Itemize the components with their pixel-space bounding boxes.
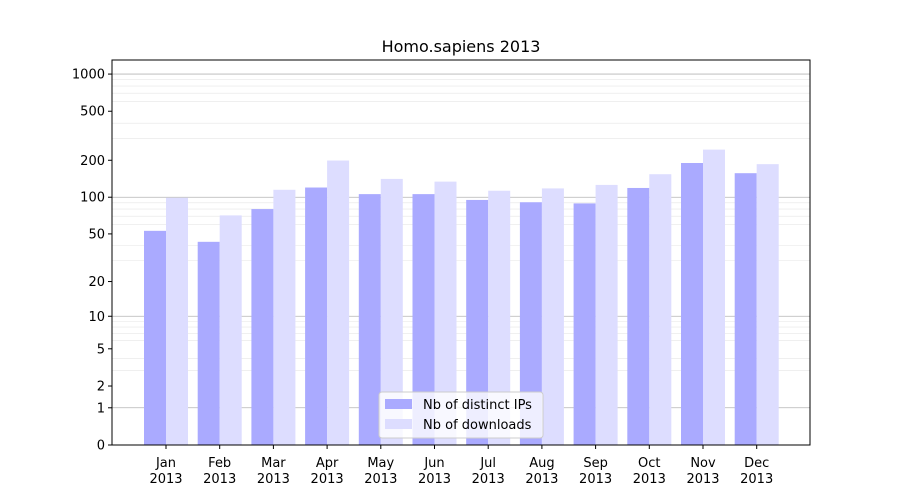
bar-distinct-ips xyxy=(144,230,166,445)
x-tick-label-month: Apr xyxy=(316,456,339,471)
y-tick-label: 2 xyxy=(97,380,105,395)
bar-distinct-ips xyxy=(627,187,650,446)
bar-distinct-ips xyxy=(681,163,703,446)
bar-downloads xyxy=(327,160,350,445)
x-tick-label-month: Nov xyxy=(690,456,716,471)
y-tick-label: 1000 xyxy=(72,68,105,83)
bar-distinct-ips xyxy=(734,173,757,445)
x-tick-label-year: 2013 xyxy=(633,472,666,487)
x-tick-label-year: 2013 xyxy=(472,472,505,487)
bar-distinct-ips xyxy=(573,203,596,445)
y-tick-label: 50 xyxy=(88,227,105,242)
y-tick-label: 500 xyxy=(80,105,105,120)
plot-frame xyxy=(111,59,811,446)
x-tick-label-year: 2013 xyxy=(740,472,773,487)
x-tick-label-year: 2013 xyxy=(579,472,612,487)
y-tick-label: 1 xyxy=(97,401,105,416)
x-tick-label-year: 2013 xyxy=(203,472,236,487)
legend-frame xyxy=(378,391,544,439)
x-tick-label-month: Mar xyxy=(261,456,286,471)
x-tick-label-year: 2013 xyxy=(686,472,719,487)
x-tick-label-year: 2013 xyxy=(525,472,558,487)
legend-swatch-distinct-ips xyxy=(385,399,412,409)
bar-downloads xyxy=(434,181,457,445)
x-tick-label-month: Sep xyxy=(583,456,608,471)
y-tick-label: 100 xyxy=(80,191,105,206)
y-tick-label: 5 xyxy=(97,342,105,357)
x-tick-label-month: Feb xyxy=(208,456,231,471)
x-tick-label-year: 2013 xyxy=(364,472,397,487)
x-tick-label-year: 2013 xyxy=(418,472,451,487)
x-tick-label-month: Jul xyxy=(479,456,496,471)
x-tick-label-year: 2013 xyxy=(149,472,182,487)
x-tick-label-month: Jun xyxy=(423,456,444,471)
legend-label-distinct-ips: Nb of distinct IPs xyxy=(423,398,532,413)
bar-downloads xyxy=(541,188,564,445)
bar-downloads xyxy=(595,184,618,445)
y-tick-label: 10 xyxy=(88,310,105,325)
bar-downloads xyxy=(166,197,188,445)
bar-downloads xyxy=(219,215,242,445)
bar-downloads xyxy=(273,189,296,445)
bar-downloads xyxy=(380,178,403,445)
x-tick-label-year: 2013 xyxy=(311,472,344,487)
legend-label-downloads: Nb of downloads xyxy=(423,418,532,433)
bars xyxy=(144,149,779,446)
y-tick-label: 20 xyxy=(88,275,105,290)
x-tick-label-month: May xyxy=(367,456,394,471)
bar-distinct-ips xyxy=(305,187,328,446)
x-tick-label-year: 2013 xyxy=(257,472,290,487)
x-tick-label-month: Jan xyxy=(155,456,176,471)
legend-swatch-downloads xyxy=(385,419,412,429)
bar-downloads xyxy=(756,164,779,445)
legend: Nb of distinct IPs Nb of downloads xyxy=(378,391,544,439)
bar-distinct-ips xyxy=(519,202,542,445)
bar-downloads xyxy=(703,149,725,445)
y-tick-label: 200 xyxy=(80,154,105,169)
x-axis: Jan2013Feb2013Mar2013Apr2013May2013Jun20… xyxy=(149,445,773,487)
bar-distinct-ips xyxy=(358,194,381,445)
x-tick-label-month: Aug xyxy=(529,456,554,471)
bar-downloads xyxy=(649,174,672,445)
bar-distinct-ips xyxy=(466,199,489,445)
chart-title: Homo.sapiens 2013 xyxy=(382,37,541,56)
y-tick-label: 0 xyxy=(97,439,105,454)
bar-downloads xyxy=(488,190,511,445)
bar-distinct-ips xyxy=(197,241,220,445)
y-axis: 0 1 2 5 10 20 50 100 200 500 1000 xyxy=(72,68,112,454)
x-tick-label-month: Oct xyxy=(638,456,660,471)
x-tick-label-month: Dec xyxy=(744,456,769,471)
bar-distinct-ips xyxy=(412,194,435,445)
bar-distinct-ips xyxy=(251,209,274,445)
